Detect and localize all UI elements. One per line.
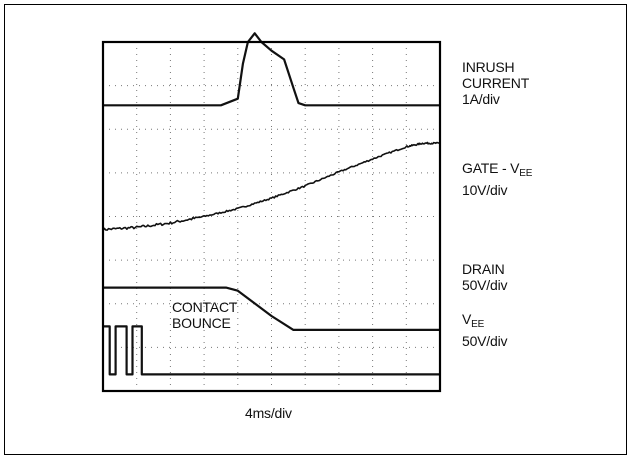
inrush-label-line1: INRUSH [462, 59, 515, 75]
trace-inrush-current [103, 32, 440, 107]
contact-bounce-annotation: CONTACT BOUNCE [172, 299, 237, 331]
drain-label-name: DRAIN [462, 261, 505, 277]
vee-scale: 50V/div [462, 333, 508, 349]
contact-bounce-line2: BOUNCE [172, 315, 231, 331]
inrush-current-label: INRUSH CURRENT 1A/div [462, 59, 529, 107]
vee-label-name: VEE [462, 311, 507, 333]
trace-drain [103, 286, 440, 331]
plot-border [101, 40, 442, 393]
trace-vee [103, 325, 440, 376]
vee-label: VEE 50V/div [462, 311, 507, 349]
figure-frame: INRUSH CURRENT 1A/div GATE - VEE 10V/div… [4, 4, 627, 455]
contact-bounce-line1: CONTACT [172, 299, 238, 315]
scope-grid [103, 42, 440, 391]
gate-label-main: GATE - V [462, 160, 520, 176]
trace-gate-vee [102, 141, 441, 232]
inrush-label-line2: CURRENT [462, 75, 530, 91]
drain-scale: 50V/div [462, 277, 508, 293]
inrush-scale: 1A/div [462, 91, 500, 107]
gate-scale: 10V/div [462, 182, 508, 198]
drain-label: DRAIN 50V/div [462, 261, 507, 293]
timebase-label: 4ms/div [245, 405, 292, 421]
vee-label-main: V [462, 311, 472, 327]
oscilloscope-plot [101, 32, 442, 393]
gate-label-sub: EE [519, 168, 533, 179]
gate-label-name: GATE - VEE [462, 160, 532, 182]
gate-vee-label: GATE - VEE 10V/div [462, 160, 532, 198]
vee-label-sub: EE [471, 319, 485, 330]
